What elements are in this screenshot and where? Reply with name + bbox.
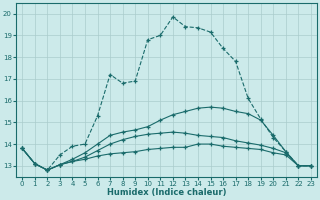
X-axis label: Humidex (Indice chaleur): Humidex (Indice chaleur) xyxy=(107,188,226,197)
